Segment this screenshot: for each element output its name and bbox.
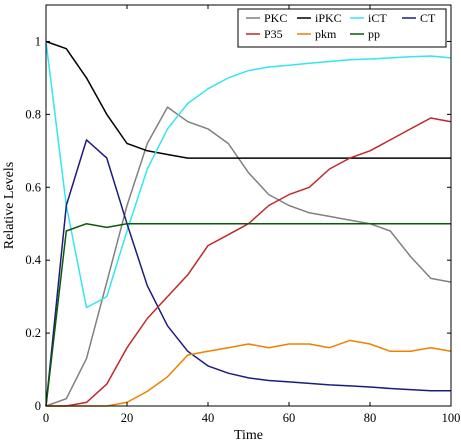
series-line-ipkc bbox=[45, 40, 451, 159]
y-tick-label: 0.6 bbox=[25, 180, 41, 194]
x-tick-label: 40 bbox=[202, 411, 215, 425]
x-tick-label: 0 bbox=[43, 411, 49, 425]
series-line-p35 bbox=[46, 117, 452, 407]
legend-box bbox=[237, 8, 447, 48]
legend: PKC iPKC iCT CT P35 pkm pp bbox=[237, 8, 447, 48]
legend-label-ict: iCT bbox=[368, 11, 387, 25]
y-axis: 0 0.2 0.4 0.6 0.8 1 bbox=[25, 34, 451, 413]
x-axis: 0 20 40 60 80 100 bbox=[43, 5, 461, 425]
legend-label-pkc: PKC bbox=[264, 11, 287, 25]
series-line-pkm bbox=[46, 339, 452, 407]
y-tick-label: 0.2 bbox=[25, 326, 41, 340]
y-tick-label: 0 bbox=[35, 399, 41, 413]
y-axis-label: Relative Levels bbox=[2, 162, 17, 249]
plot-curves bbox=[45, 40, 452, 407]
legend-label-ct: CT bbox=[420, 11, 436, 25]
legend-label-ipkc: iPKC bbox=[315, 11, 342, 25]
y-tick-label: 1 bbox=[35, 34, 41, 48]
x-tick-label: 60 bbox=[283, 411, 296, 425]
x-axis-label: Time bbox=[234, 428, 263, 443]
y-tick-label: 0.8 bbox=[25, 107, 41, 121]
x-tick-label: 100 bbox=[442, 411, 461, 425]
series-line-pkc bbox=[45, 106, 452, 407]
legend-label-pkm: pkm bbox=[315, 27, 337, 41]
plot-frame bbox=[45, 4, 452, 407]
x-tick-label: 20 bbox=[121, 411, 134, 425]
legend-label-pp: pp bbox=[368, 27, 380, 41]
series-line-pp bbox=[45, 222, 451, 407]
series-line-ict bbox=[45, 41, 452, 309]
x-tick-label: 80 bbox=[364, 411, 377, 425]
series-line-ct bbox=[45, 139, 451, 407]
y-tick-label: 0.4 bbox=[25, 253, 41, 267]
legend-label-p35: P35 bbox=[264, 27, 283, 41]
